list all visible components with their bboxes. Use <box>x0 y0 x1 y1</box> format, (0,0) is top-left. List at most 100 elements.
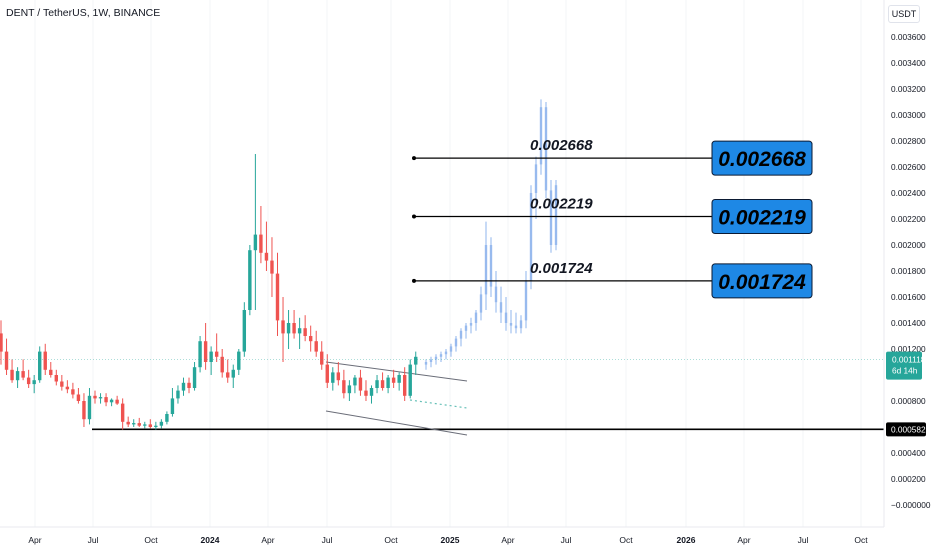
price-axis-tick-label: 0.002400 <box>891 188 926 198</box>
support-price-badge <box>886 422 926 437</box>
candle-body <box>380 380 385 388</box>
candle-body <box>353 377 357 386</box>
candle-body <box>209 351 213 362</box>
candle-body <box>303 328 307 336</box>
candle-body <box>54 375 58 382</box>
candle-body <box>71 389 75 395</box>
price-axis-tick-label: 0.002800 <box>891 136 926 146</box>
time-axis-label: Oct <box>854 535 868 545</box>
time-axis-label: Oct <box>619 535 633 545</box>
projection-layer <box>424 99 558 370</box>
projected-candle-body <box>554 185 558 245</box>
candle-body <box>181 382 186 391</box>
candle-body <box>259 234 263 253</box>
price-axis-tick-label: 0.002000 <box>891 240 926 250</box>
price-axis-tick-label: 0.001600 <box>891 292 926 302</box>
price-axis-tick-label: 0.003600 <box>891 32 926 42</box>
candle-body <box>93 395 97 399</box>
candle-body <box>308 336 313 342</box>
currency-button[interactable]: USDT <box>888 5 920 23</box>
time-axis-label: Apr <box>28 535 41 545</box>
projected-candle-body <box>454 338 458 347</box>
price-axis-tick-label: 0.001200 <box>891 344 926 354</box>
candle-body <box>386 377 390 388</box>
candle-body <box>264 252 269 261</box>
projected-candle-body <box>489 245 493 287</box>
candle-body <box>270 260 274 274</box>
candle-body <box>154 425 158 427</box>
price-axis-tick-label: 0.001800 <box>891 266 926 276</box>
current-price-badge <box>886 351 922 380</box>
time-axis-label: 2025 <box>441 535 460 545</box>
projected-candle-body <box>429 359 433 362</box>
time-axis: Apr Jul Oct 2024 Apr Jul Oct 2025 Apr Jul Oct 2026 A… <box>0 526 884 545</box>
candle-body <box>214 351 219 357</box>
projected-candle-body <box>479 294 483 313</box>
time-axis-label: Apr <box>737 535 750 545</box>
candle-body <box>87 395 92 420</box>
candle-body <box>26 377 31 385</box>
target-price-box-label: 0.002668 <box>718 148 806 171</box>
candle-body <box>242 310 247 352</box>
target-price-box <box>711 199 813 235</box>
time-axis-label: Jul <box>88 535 99 545</box>
candle-body <box>187 382 191 388</box>
candle-body <box>192 367 197 388</box>
target-price-box-label: 0.001724 <box>718 271 806 294</box>
countdown-label: 6d 14h <box>892 366 918 376</box>
target-line-start-dot <box>412 278 416 283</box>
candle-body <box>314 341 318 352</box>
projected-candle-body <box>529 193 533 282</box>
projected-candle-body <box>474 312 478 323</box>
candle-body <box>369 388 374 396</box>
price-axis-tick-label: 0.002200 <box>891 214 926 224</box>
candle-body <box>38 351 42 381</box>
target-line-start-dot <box>412 214 416 219</box>
target-price-box-label: 0.002219 <box>718 207 806 230</box>
candle-body <box>198 341 202 368</box>
candle-body <box>364 390 368 396</box>
candle-body <box>21 371 25 378</box>
projected-candle-body <box>444 351 448 355</box>
projected-candle-body <box>469 323 473 326</box>
projected-candle-body <box>514 325 518 329</box>
candle-body <box>98 397 103 399</box>
candle-body <box>49 369 53 375</box>
time-axis-label: 2026 <box>677 535 696 545</box>
time-axis-label: 2024 <box>201 535 220 545</box>
target-price-box <box>711 140 813 176</box>
channel-layer <box>325 361 468 436</box>
candle-body <box>397 375 401 383</box>
time-axis-label: Oct <box>384 535 398 545</box>
time-axis-label: Apr <box>261 535 274 545</box>
candle-body <box>143 424 147 426</box>
channel-midline <box>409 399 468 409</box>
candle-body <box>226 372 230 378</box>
target-line-label: 0.002668 <box>530 137 593 154</box>
projected-candle-body <box>519 320 523 329</box>
candle-body <box>391 377 396 383</box>
candle-body <box>65 386 70 390</box>
candle-body <box>0 333 3 352</box>
target-line-label: 0.001724 <box>530 260 593 277</box>
candle-body <box>320 351 324 365</box>
projected-candle-body <box>539 107 543 165</box>
projected-candle-body <box>494 286 498 303</box>
channel-upper-line <box>325 361 468 382</box>
projected-candle-body <box>459 330 463 339</box>
symbol-title: DENT / TetherUS, 1W, BINANCE <box>6 7 161 19</box>
candle-body <box>104 397 108 403</box>
candle-body <box>375 380 379 388</box>
candle-body <box>286 323 291 334</box>
candle-body <box>76 394 81 401</box>
candle-body <box>15 371 20 381</box>
price-axis-tick-label: 0.000200 <box>891 474 926 484</box>
candle-body <box>275 273 280 321</box>
candle-body <box>115 399 119 404</box>
candle-body <box>342 380 346 394</box>
candle-body <box>231 369 235 378</box>
projected-candle-body <box>534 164 538 193</box>
